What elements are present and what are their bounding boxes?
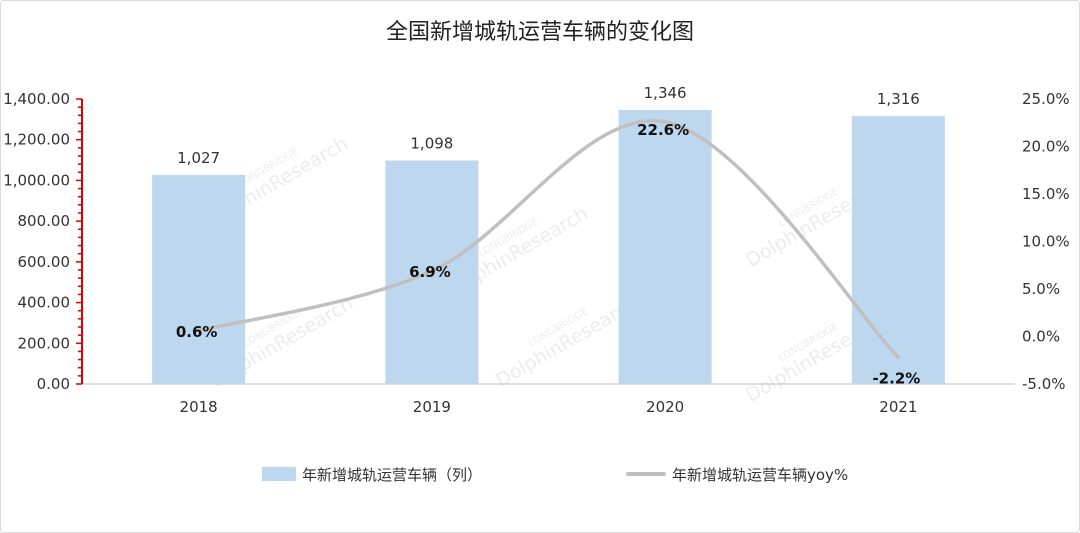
y-left-tick-label: 1,400.00 xyxy=(3,90,70,108)
line-data-label: 0.6% xyxy=(176,323,218,341)
legend: 年新增城轨运营车辆（列） 年新增城轨运营车辆yoy% xyxy=(0,462,1080,486)
legend-swatch-bar xyxy=(262,467,296,481)
line-point xyxy=(430,269,434,273)
y-right-tick-label: 20.0% xyxy=(1022,138,1070,156)
bar-data-label: 1,346 xyxy=(644,84,687,102)
line-data-label: 6.9% xyxy=(409,263,451,281)
y-right-tick-label: 0.0% xyxy=(1022,328,1060,346)
y-left-tick-label: 0.00 xyxy=(37,375,70,393)
legend-item-line[interactable]: 年新增城轨运营车辆yoy% xyxy=(626,462,848,486)
x-tick-label: 2020 xyxy=(646,398,684,416)
chart-title: 全国新增城轨运营车辆的变化图 xyxy=(385,20,694,45)
line-data-label: 22.6% xyxy=(637,121,689,139)
bar-data-label: 1,027 xyxy=(177,149,220,167)
legend-swatch-line xyxy=(626,472,666,476)
y-left-tick-label: 400.00 xyxy=(18,294,71,312)
line-point xyxy=(896,355,900,359)
bar xyxy=(618,109,712,384)
line-point xyxy=(197,329,201,333)
y-left-tick-label: 600.00 xyxy=(18,253,71,271)
y-left-tick-label: 1,000.00 xyxy=(3,171,70,189)
yoy-line xyxy=(196,118,901,360)
y-right-tick-label: 15.0% xyxy=(1022,185,1070,203)
y-right-tick-label: 10.0% xyxy=(1022,233,1070,251)
bar-data-label: 1,316 xyxy=(877,90,920,108)
y-left-tick-label: 200.00 xyxy=(18,334,71,352)
x-tick-label: 2021 xyxy=(879,398,917,416)
line-data-label: -2.2% xyxy=(872,369,920,387)
y-right-tick-label: 5.0% xyxy=(1022,280,1060,298)
x-tick-label: 2019 xyxy=(413,398,451,416)
y-right-tick-label: -5.0% xyxy=(1022,375,1066,393)
legend-label-line: 年新增城轨运营车辆yoy% xyxy=(672,465,849,484)
y-left-tick-label: 800.00 xyxy=(18,212,71,230)
x-tick-label: 2018 xyxy=(180,398,218,416)
legend-label-bar: 年新增城轨运营车辆（列） xyxy=(302,465,483,484)
bar xyxy=(851,116,945,384)
line-point xyxy=(663,120,667,124)
legend-item-bar[interactable]: 年新增城轨运营车辆（列） xyxy=(262,462,482,486)
bar-data-label: 1,098 xyxy=(410,134,453,152)
y-right-tick-label: 25.0% xyxy=(1022,90,1070,108)
bar xyxy=(152,174,246,384)
y-left-tick-label: 1,200.00 xyxy=(3,131,70,149)
